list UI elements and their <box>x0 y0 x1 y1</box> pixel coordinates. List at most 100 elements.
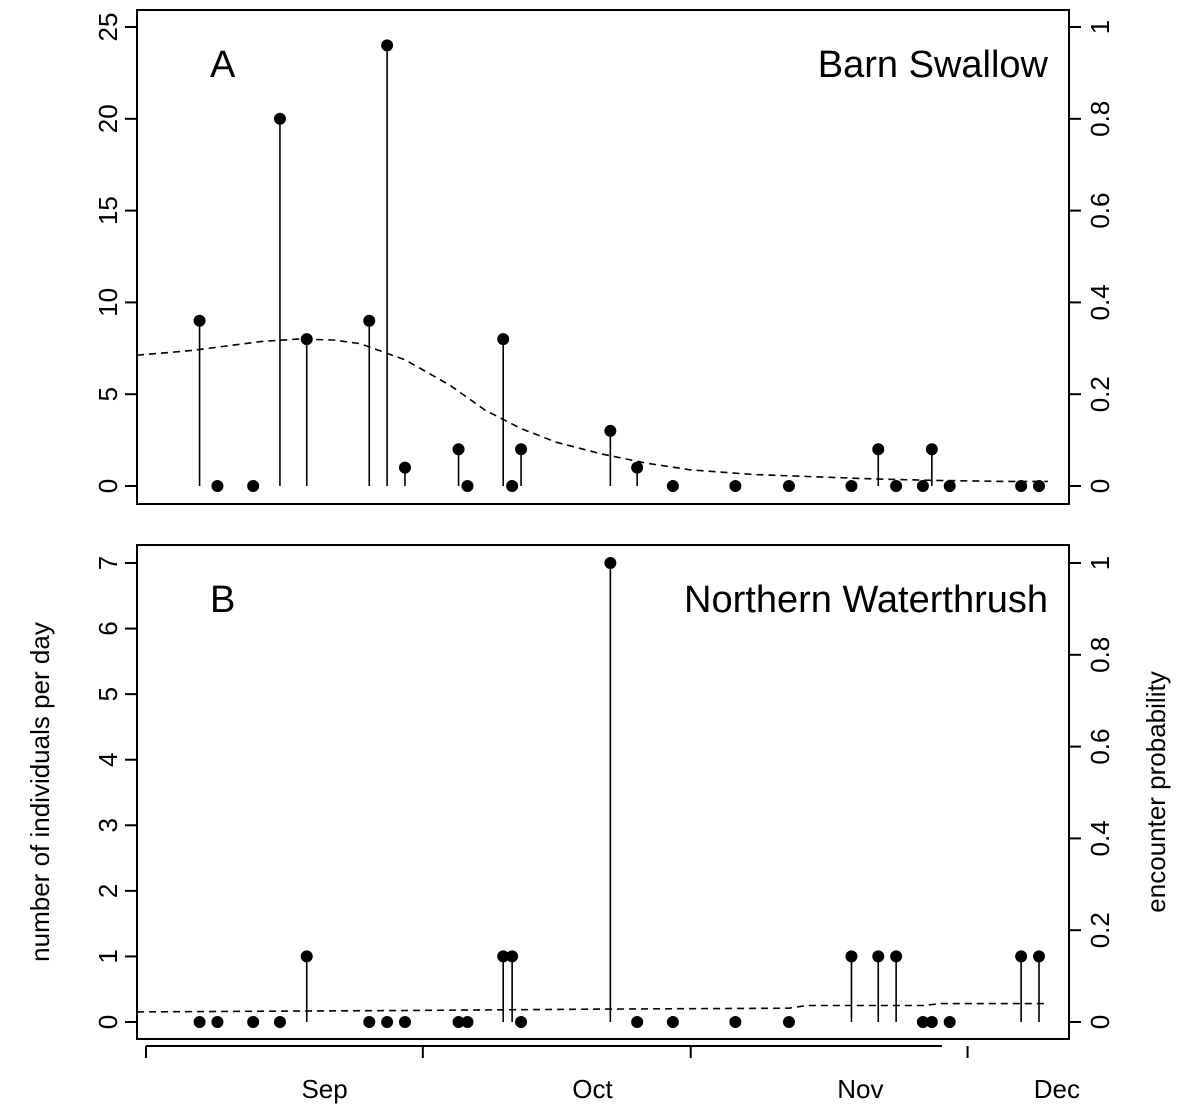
count-point <box>666 1016 679 1028</box>
y-tick-label: 4 <box>93 752 123 766</box>
count-point <box>300 950 313 963</box>
count-point <box>497 333 510 346</box>
count-point <box>363 1016 376 1028</box>
panel-b-right-axis: 0 0.2 0.4 0.6 0.8 1 <box>1069 556 1115 1029</box>
count-point <box>193 1016 206 1028</box>
count-point <box>398 1016 411 1028</box>
panel-a-encounter-probability-curve <box>137 338 1048 483</box>
count-point <box>452 1016 465 1028</box>
panel-a-right-axis: 0 0.2 0.4 0.6 0.8 1 <box>1069 20 1115 493</box>
panel-b-letter: B <box>210 579 235 621</box>
panel-b-left-axis: 0 1 2 3 4 5 6 7 <box>93 556 137 1029</box>
count-point <box>1015 480 1028 492</box>
y-tick-label: 1 <box>93 949 123 963</box>
count-point <box>515 443 528 456</box>
count-point <box>890 950 903 963</box>
count-point <box>604 424 617 437</box>
count-point <box>1033 480 1045 492</box>
y2-tick-label: 0.8 <box>1085 101 1115 137</box>
y2-tick-label: 0 <box>1085 1015 1115 1029</box>
count-point <box>398 461 411 474</box>
count-point <box>381 39 394 52</box>
count-point <box>1033 950 1045 963</box>
count-point <box>363 314 376 327</box>
count-point <box>925 443 938 456</box>
count-point <box>666 480 679 492</box>
y-tick-label: 25 <box>93 13 123 42</box>
count-point <box>604 557 617 569</box>
y-tick-label: 15 <box>93 196 123 225</box>
count-point <box>890 480 903 492</box>
panel-b-title: Northern Waterthrush <box>684 579 1048 621</box>
y-tick-label: 0 <box>93 479 123 493</box>
panel-a-letter: A <box>210 44 236 86</box>
count-point <box>845 480 858 492</box>
y2-tick-label: 0.8 <box>1085 637 1115 673</box>
y2-tick-label: 0.2 <box>1085 376 1115 412</box>
panel-a-left-axis: 0 5 10 15 20 25 <box>93 13 137 493</box>
count-point <box>872 443 885 456</box>
count-point <box>497 950 510 963</box>
count-point <box>247 1016 260 1028</box>
y-tick-label: 7 <box>93 556 123 570</box>
count-point <box>1015 950 1028 963</box>
count-point <box>452 443 465 456</box>
count-point <box>845 950 858 963</box>
panel-b-plot-frame <box>136 544 1070 1040</box>
count-point <box>872 950 885 963</box>
y-tick-label: 5 <box>93 387 123 401</box>
count-point <box>631 461 644 474</box>
month-label: Nov <box>837 1074 883 1104</box>
count-point <box>916 1016 929 1028</box>
panel-b-counts <box>193 557 1045 1028</box>
count-point <box>943 1016 956 1028</box>
count-point <box>631 1016 644 1028</box>
count-point <box>943 480 956 492</box>
count-point <box>506 950 519 963</box>
count-point <box>193 314 206 327</box>
count-point <box>729 480 742 492</box>
count-point <box>273 112 286 125</box>
y2-tick-label: 1 <box>1085 20 1115 34</box>
y-tick-label: 5 <box>93 687 123 701</box>
count-point <box>247 480 260 492</box>
panel-a-barn-swallow: 0 5 10 15 20 25 0 0.2 0.4 0.6 0.8 1 A Barn Swallow <box>93 9 1115 505</box>
y2-tick-label: 0.4 <box>1085 284 1115 320</box>
panel-a-title: Barn Swallow <box>818 44 1049 86</box>
count-point <box>300 333 313 346</box>
x-axis-months: Sep Oct Nov Dec <box>145 1045 1080 1104</box>
month-label: Dec <box>1034 1074 1080 1104</box>
count-point <box>461 1016 474 1028</box>
count-point <box>925 1016 938 1028</box>
count-point <box>273 1016 286 1028</box>
panel-a-counts <box>193 39 1045 492</box>
count-point <box>729 1016 742 1028</box>
y2-tick-label: 0.2 <box>1085 912 1115 948</box>
count-point <box>211 480 224 492</box>
count-point <box>515 1016 528 1028</box>
panel-b-northern-waterthrush: 0 1 2 3 4 5 6 7 0 0.2 0.4 0.6 0.8 1 B Northern Water… <box>93 544 1115 1040</box>
panel-a-plot-frame <box>136 9 1070 505</box>
y2-tick-label: 0.4 <box>1085 820 1115 856</box>
y2-tick-label: 0 <box>1085 479 1115 493</box>
count-point <box>916 480 929 492</box>
count-point <box>461 480 474 492</box>
panel-b-encounter-probability-curve <box>137 1002 1048 1013</box>
y2-tick-label: 0.6 <box>1085 193 1115 229</box>
y-tick-label: 2 <box>93 884 123 898</box>
count-point <box>506 480 519 492</box>
count-point <box>782 480 795 492</box>
y2-tick-label: 0.6 <box>1085 729 1115 765</box>
month-label: Oct <box>572 1074 613 1104</box>
y-axis-title-left: number of individuals per day <box>25 622 55 962</box>
count-point <box>381 1016 394 1028</box>
y-tick-label: 20 <box>93 104 123 133</box>
y-tick-label: 6 <box>93 621 123 635</box>
count-point <box>782 1016 795 1028</box>
y-tick-label: 0 <box>93 1015 123 1029</box>
y-tick-label: 3 <box>93 818 123 832</box>
y-axis-title-right: encounter probability <box>1141 671 1171 912</box>
month-label: Sep <box>301 1074 347 1104</box>
y2-tick-label: 1 <box>1085 556 1115 570</box>
